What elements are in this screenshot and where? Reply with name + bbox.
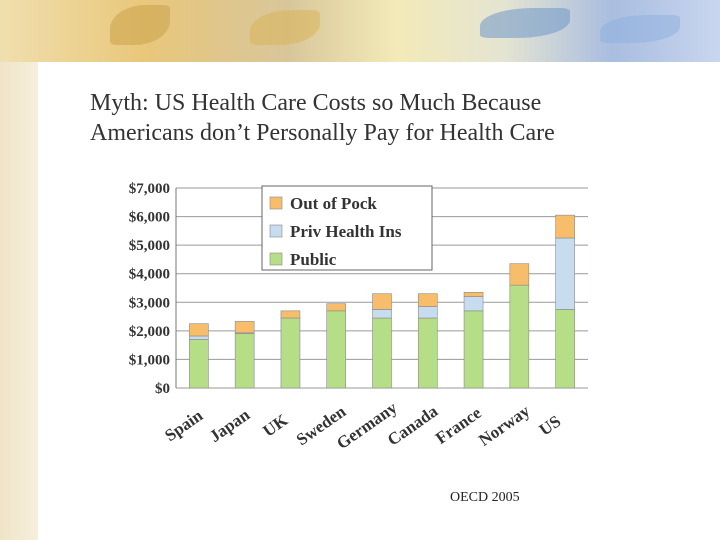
bar-segment-out-of-pock xyxy=(234,321,255,334)
left-decor-strip xyxy=(0,0,38,540)
bar-segment-public xyxy=(509,284,530,389)
y-tick-label: $2,000 xyxy=(129,324,170,340)
bar-segment-public xyxy=(189,339,209,389)
y-tick-label: $3,000 xyxy=(129,295,170,311)
bar-segment-out-of-pock xyxy=(463,291,484,297)
bar-segment-out-of-pock xyxy=(189,323,209,337)
y-tick-label: $6,000 xyxy=(129,210,170,226)
bar-segment-public xyxy=(280,317,301,389)
bar-segment-priv-health-ins xyxy=(189,335,209,340)
bar-segment-priv-health-ins xyxy=(372,309,392,319)
bar-segment-public xyxy=(417,317,438,389)
bar-segment-public xyxy=(234,333,255,389)
bar-segment-out-of-pock xyxy=(417,293,438,307)
bar-segment-public xyxy=(326,310,347,389)
legend-swatch xyxy=(269,224,283,238)
legend-box xyxy=(261,185,433,271)
legend-label: Public xyxy=(290,250,337,269)
legend-label: Priv Health Ins xyxy=(290,222,402,241)
bar-segment-public xyxy=(555,309,575,389)
y-tick-label: $0 xyxy=(155,381,170,397)
source-note: OECD 2005 xyxy=(450,490,520,505)
title-line-1: Myth: US Health Care Costs so Much Becau… xyxy=(90,90,542,116)
bar-segment-public xyxy=(372,317,392,389)
x-tick-label: France xyxy=(432,403,485,448)
x-tick-label: UK xyxy=(259,410,291,441)
x-tick-label: Norway xyxy=(475,401,533,450)
bar-segment-out-of-pock xyxy=(280,310,301,319)
slide-title: Myth: US Health Care Costs so Much Becau… xyxy=(90,88,690,148)
bar-segment-priv-health-ins xyxy=(417,306,438,319)
bar-segment-public xyxy=(463,310,484,389)
bar-segment-out-of-pock xyxy=(326,303,347,312)
x-tick-label: Japan xyxy=(206,405,254,446)
bar-segment-out-of-pock xyxy=(555,214,575,239)
y-tick-label: $4,000 xyxy=(129,267,170,283)
bar-segment-out-of-pock xyxy=(509,263,530,286)
title-line-2: Americans don’t Personally Pay for Healt… xyxy=(90,120,555,146)
header-banner xyxy=(0,0,720,62)
legend-label: Out of Pock xyxy=(290,194,377,213)
bar-segment-priv-health-ins xyxy=(555,237,575,310)
y-tick-label: $7,000 xyxy=(129,181,170,197)
y-tick-label: $1,000 xyxy=(129,352,170,368)
bar-segment-out-of-pock xyxy=(372,293,392,310)
x-tick-label: US xyxy=(536,411,565,439)
bar-segment-priv-health-ins xyxy=(463,296,484,312)
y-tick-label: $5,000 xyxy=(129,238,170,254)
x-tick-label: Spain xyxy=(161,405,206,445)
legend-swatch xyxy=(269,196,283,210)
legend-swatch xyxy=(269,252,283,266)
